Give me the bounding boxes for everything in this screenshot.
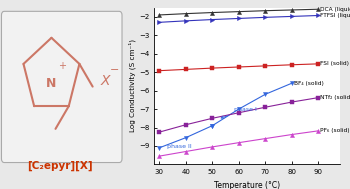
X-axis label: Temperature (°C): Temperature (°C) (214, 181, 280, 189)
Text: PF₆ (solid): PF₆ (solid) (320, 128, 350, 133)
Text: −: − (110, 65, 119, 75)
Text: X: X (101, 74, 111, 88)
Text: N: N (46, 77, 57, 90)
Text: NTf₂ (solid): NTf₂ (solid) (320, 95, 350, 100)
Text: BF₄ (solid): BF₄ (solid) (294, 81, 324, 86)
Text: FTFSI (liquid): FTFSI (liquid) (320, 13, 350, 18)
Text: FSI (solid): FSI (solid) (320, 61, 349, 66)
FancyBboxPatch shape (1, 11, 122, 163)
Y-axis label: Log Conductivity (S cm⁻¹): Log Conductivity (S cm⁻¹) (128, 40, 136, 132)
Text: [C₂epyr][X]: [C₂epyr][X] (27, 161, 93, 171)
Text: phase II: phase II (167, 144, 192, 149)
Text: DCA (liquid): DCA (liquid) (320, 7, 350, 12)
Text: phase I: phase I (221, 108, 256, 119)
Text: +: + (58, 61, 66, 71)
